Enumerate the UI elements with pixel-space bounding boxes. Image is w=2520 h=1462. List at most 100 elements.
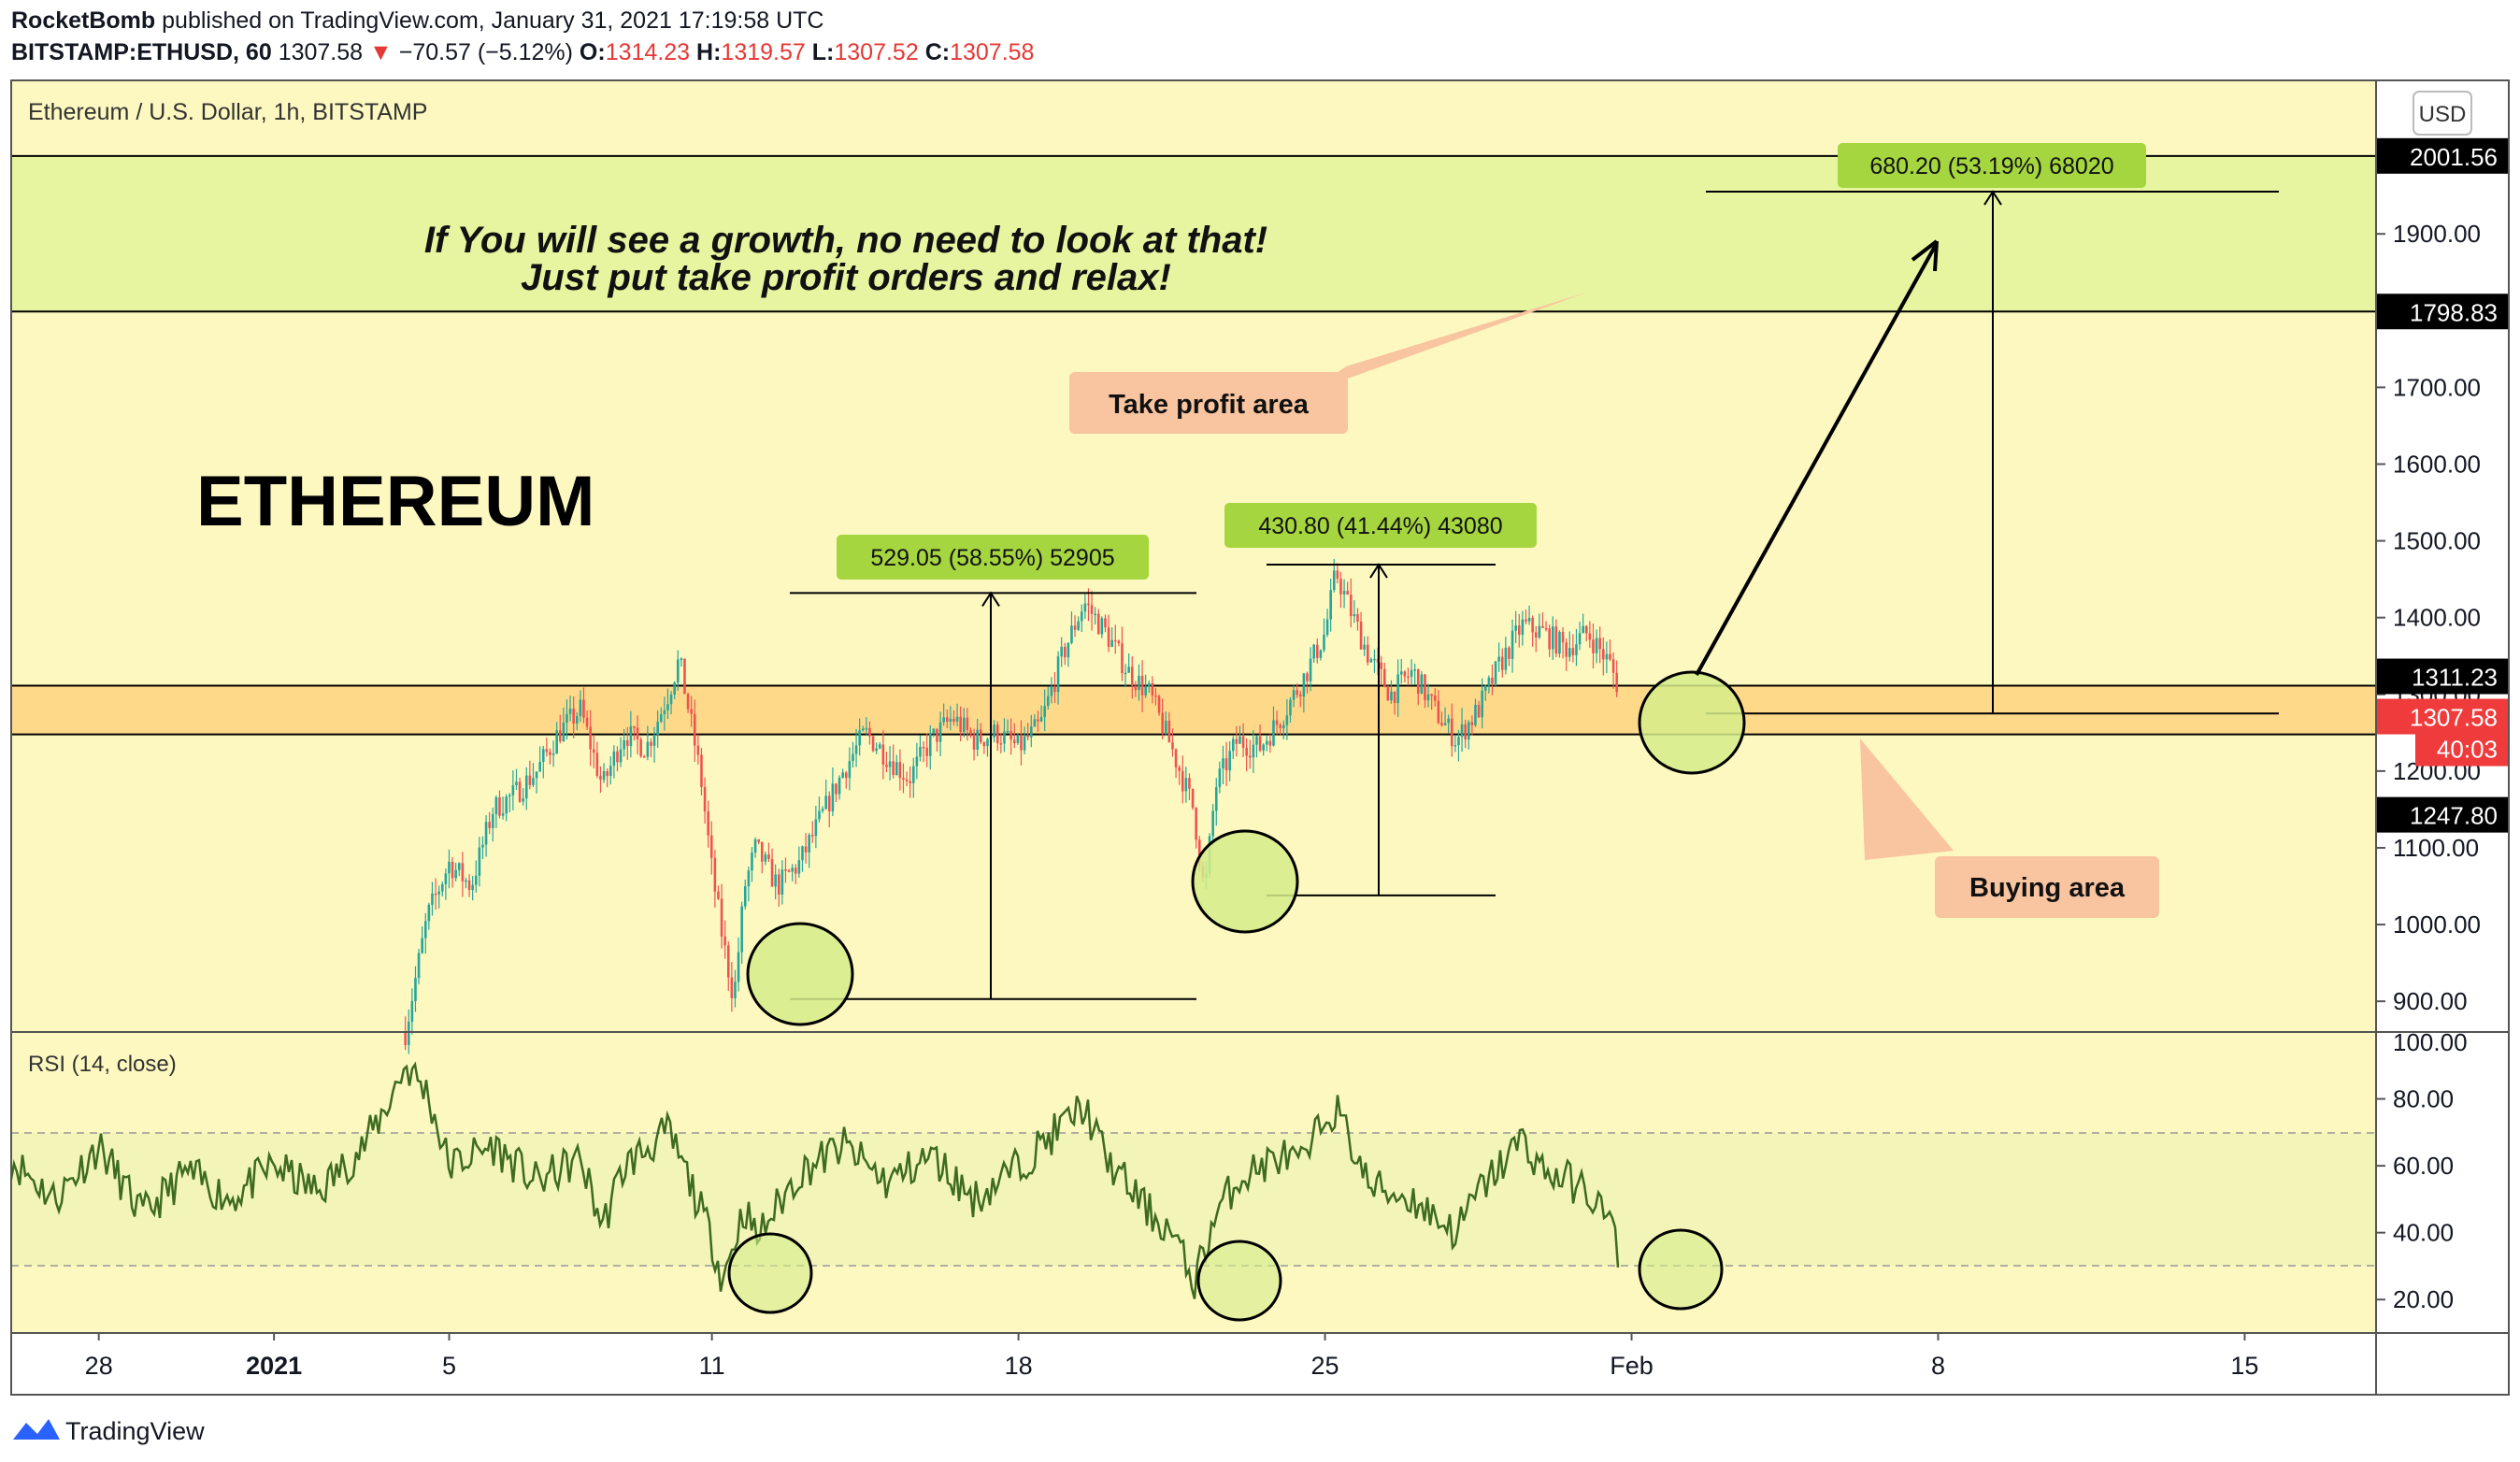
candle-body [1037, 719, 1039, 722]
time-tick-label: 5 [442, 1352, 456, 1380]
candle-body [549, 752, 551, 755]
candle-body [454, 869, 457, 879]
price-tick-label: 1500.00 [2393, 527, 2481, 555]
candle-body [558, 730, 562, 741]
candle-body [1107, 627, 1110, 647]
candle-body [841, 772, 844, 778]
candle-body [1433, 695, 1437, 701]
take-profit-label-box[interactable] [1069, 372, 1348, 434]
measure-label: 430.80 (41.44%) 43080 [1258, 513, 1502, 539]
candle-body [1413, 669, 1416, 671]
candle-body [999, 743, 1003, 745]
rsi-circle-2[interactable] [1196, 1240, 1282, 1322]
candle-body [962, 717, 966, 733]
candle-body [1382, 668, 1386, 687]
chart-title: Ethereum / U.S. Dollar, 1h, BITSTAMP [28, 99, 427, 125]
buy-circle-2[interactable] [1191, 829, 1299, 934]
measure-label-box[interactable] [1224, 503, 1537, 548]
projection-arrow-line[interactable] [1695, 242, 1939, 676]
candle-body [1067, 642, 1070, 658]
candle-body [551, 753, 555, 755]
candle-body [1477, 704, 1481, 718]
last-price: 1307.58 [278, 39, 364, 65]
candle-body [1511, 630, 1514, 659]
candle-body [423, 921, 427, 939]
candle-body [465, 880, 467, 882]
candle-body [1043, 706, 1046, 717]
author-name[interactable]: RocketBomb [11, 7, 156, 34]
candle-body [505, 796, 508, 814]
candle-body [1508, 647, 1511, 659]
symbol-name[interactable]: BITSTAMP:ETHUSD, 60 [11, 39, 272, 65]
candle-body [1575, 644, 1578, 655]
candle-body [1039, 716, 1043, 722]
candle-body [1073, 625, 1077, 630]
candle-body [1009, 730, 1012, 740]
measure-label-box[interactable] [1838, 143, 2146, 188]
candle-body [1571, 648, 1575, 655]
candle-body [1565, 642, 1568, 657]
candle-body [1588, 633, 1592, 640]
candle-body [471, 884, 474, 891]
rsi-circle-3[interactable] [1638, 1228, 1724, 1311]
measure-label-box[interactable] [837, 535, 1149, 580]
candle-body [562, 723, 566, 741]
candle-body [1302, 673, 1306, 697]
candle-body [895, 762, 898, 776]
candle-body [612, 751, 616, 767]
candle-body [1467, 722, 1470, 740]
candle-body [865, 727, 868, 730]
candle-body [1181, 770, 1184, 792]
low-label: L: [811, 39, 835, 65]
candle-body [1124, 672, 1127, 675]
candle-body [696, 745, 700, 755]
candle-body [666, 704, 669, 710]
candle-body [1353, 613, 1356, 617]
price-axis[interactable]: 900.001000.001100.001200.001300.001400.0… [2376, 143, 2481, 1015]
candle-body [902, 778, 905, 780]
candle-body [629, 726, 633, 747]
candle-body [780, 869, 784, 895]
price-tick-label: 1700.00 [2393, 373, 2481, 401]
candle-body [488, 822, 491, 828]
buying-area-label-box[interactable] [1935, 856, 2159, 918]
candle-body [1339, 579, 1342, 595]
candle-body [444, 873, 448, 884]
tradingview-logo-icon[interactable] [13, 1419, 60, 1440]
time-axis[interactable]: 28 2021 5 11 18 25 Feb 8 15 [85, 1333, 2259, 1380]
time-tick-label: 15 [2230, 1352, 2258, 1380]
candle-body [1050, 686, 1053, 696]
candle-body [606, 771, 609, 777]
candle-body [481, 844, 484, 848]
candle-body [713, 857, 717, 892]
candle-body [1481, 690, 1483, 718]
footer-brand[interactable]: TradingView [65, 1417, 205, 1445]
candle-body [501, 813, 505, 816]
candle-body [585, 717, 589, 727]
publish-info: RocketBomb published on TradingView.com,… [11, 7, 823, 35]
candle-body [767, 854, 770, 859]
buy-circle-3[interactable] [1638, 670, 1746, 775]
candle-body [1447, 718, 1450, 724]
candle-body [824, 796, 827, 810]
candle-body [407, 1022, 410, 1045]
candle-body [589, 726, 592, 750]
candle-body [952, 718, 955, 722]
candle-body [875, 748, 878, 752]
candle-body [1265, 740, 1268, 745]
candle-body [1188, 778, 1191, 789]
currency-button[interactable] [2413, 91, 2472, 136]
candle-body [1601, 649, 1605, 660]
candle-body [1582, 625, 1584, 634]
buy-circle-1[interactable] [746, 922, 854, 1026]
candle-body [1615, 672, 1618, 693]
price-tick-label: 1400.00 [2393, 604, 2481, 632]
rsi-circle-1[interactable] [727, 1232, 813, 1314]
candle-body [1289, 699, 1292, 716]
candle-body [524, 775, 528, 799]
candle-body [844, 772, 848, 779]
candle-body [686, 694, 690, 710]
candle-body [986, 738, 989, 747]
candle-body [1531, 617, 1534, 633]
